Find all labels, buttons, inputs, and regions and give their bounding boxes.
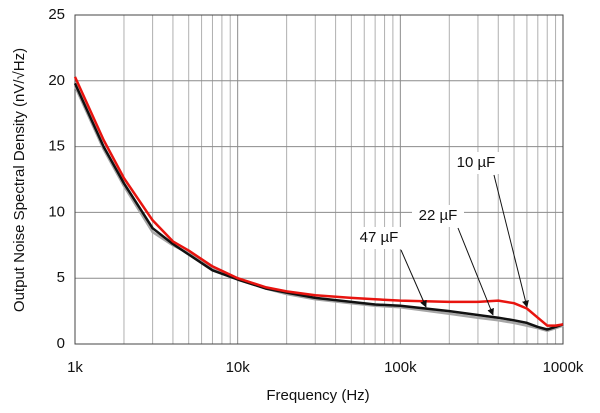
annotation-box: [353, 227, 405, 249]
arrow: [457, 227, 494, 316]
y-tick-label: 10: [48, 203, 65, 220]
y-tick-label: 25: [48, 6, 65, 23]
plot-area: 0 5 10 15 20 25 1k 10k 100k 1000k: [48, 6, 584, 376]
y-tick-label: 0: [57, 335, 65, 352]
arrow: [493, 174, 529, 308]
x-tick-label: 1000k: [543, 359, 584, 376]
y-tick-label: 15: [48, 138, 65, 155]
x-tick-label: 100k: [384, 359, 417, 376]
series-line: [73, 76, 564, 327]
x-tick-label: 1k: [67, 359, 83, 376]
series-line: [73, 82, 564, 331]
x-axis-label: Frequency (Hz): [266, 387, 369, 404]
arrow: [400, 249, 427, 308]
x-tick-label: 10k: [226, 359, 251, 376]
y-axis-label: Output Noise Spectral Density (nV/√Hz): [11, 48, 28, 312]
annotation: 22 µF: [419, 207, 458, 224]
annotation-box: [450, 152, 502, 174]
y-tick-label: 20: [48, 72, 65, 89]
annotation-box: [412, 205, 464, 227]
y-tick-label: 5: [57, 269, 65, 286]
annotation: 47 µF: [360, 229, 399, 246]
plot-frame: [74, 14, 564, 345]
series-line: [73, 85, 564, 333]
annotation: 10 µF: [457, 154, 496, 171]
annotations: 10 µF 22 µF 47 µF: [353, 152, 529, 316]
